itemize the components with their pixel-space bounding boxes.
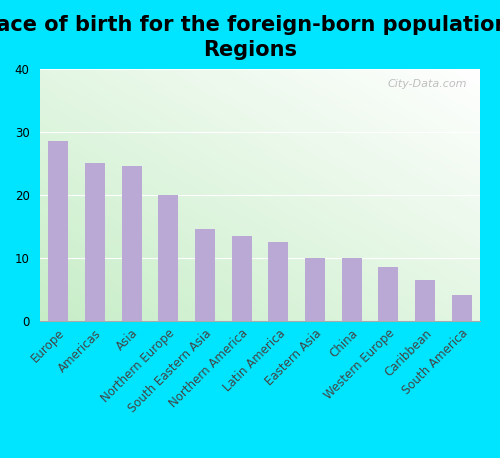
Bar xyxy=(48,141,68,321)
Bar xyxy=(122,166,142,321)
Bar xyxy=(195,229,215,321)
Bar xyxy=(378,267,398,321)
Bar xyxy=(342,257,361,321)
Bar xyxy=(305,257,325,321)
Bar xyxy=(268,242,288,321)
Bar xyxy=(415,280,435,321)
Bar xyxy=(232,235,252,321)
Bar xyxy=(452,295,471,321)
Bar xyxy=(85,163,105,321)
Bar xyxy=(158,195,178,321)
Text: City-Data.com: City-Data.com xyxy=(388,79,467,89)
Text: Place of birth for the foreign-born population -
Regions: Place of birth for the foreign-born popu… xyxy=(0,15,500,60)
